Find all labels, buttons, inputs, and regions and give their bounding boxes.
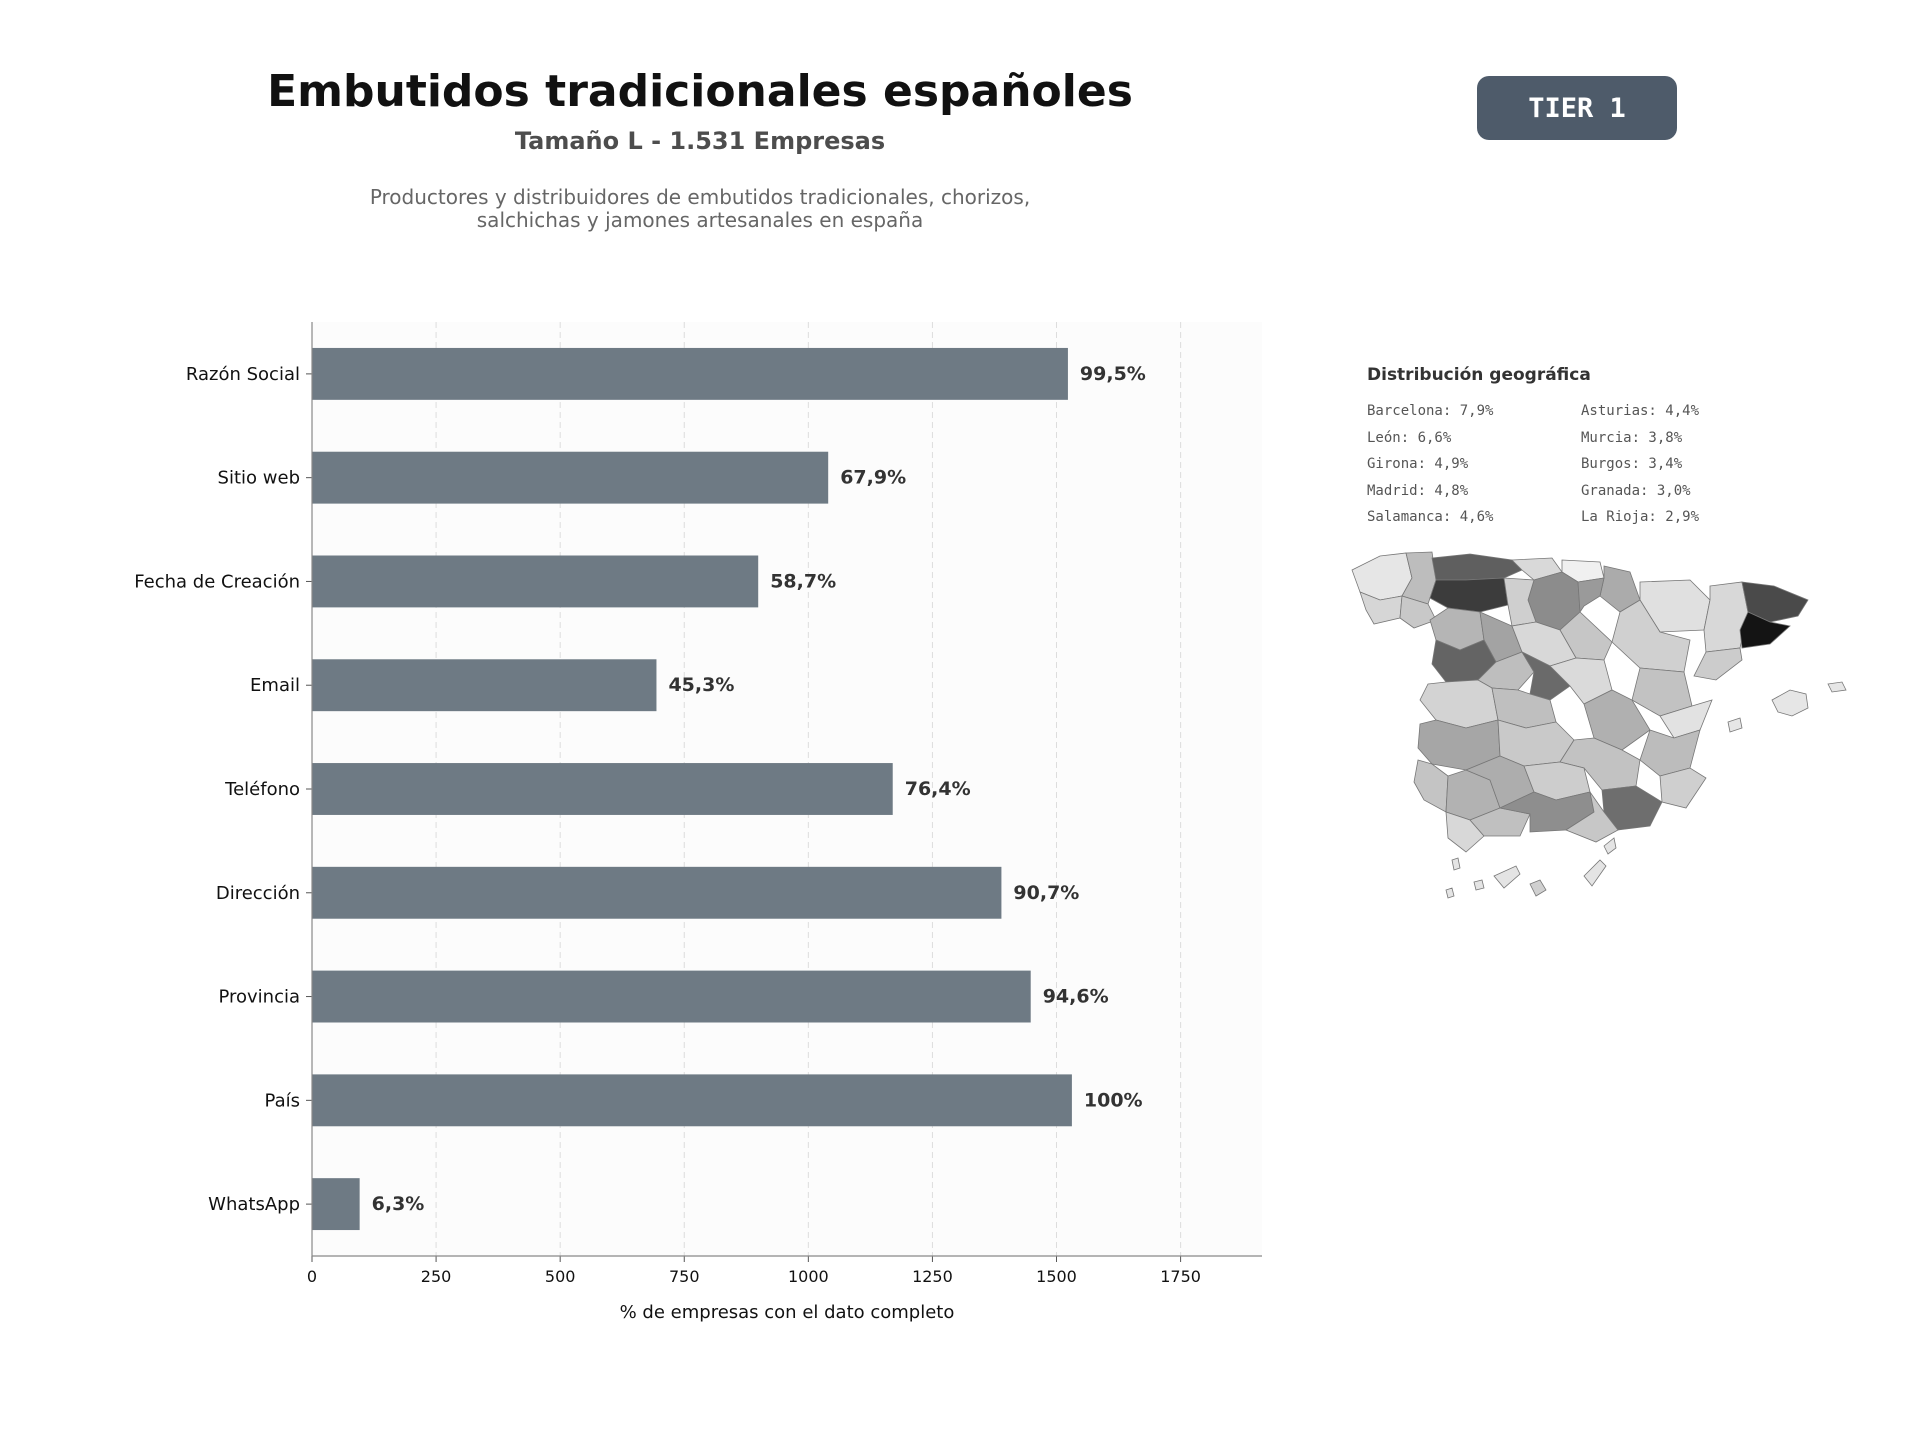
map-region-tarragona — [1693, 647, 1743, 681]
spain-map — [1351, 551, 1847, 899]
map-region-ourense — [1399, 595, 1437, 629]
geo-item-right-3: Granada: 3,0% — [1581, 483, 1691, 499]
description-line-1: Productores y distribuidores de embutido… — [370, 185, 1030, 209]
bar-0 — [312, 347, 1068, 400]
bar-7 — [312, 1074, 1072, 1127]
y-tick-label: Sitio web — [218, 468, 300, 489]
x-tick-labels: 0 250 500 750 1000 1250 1500 1750 — [307, 1256, 1201, 1286]
value-label: 100% — [1084, 1089, 1143, 1111]
value-label: 90,7% — [1013, 882, 1079, 904]
y-tick-label: Fecha de Creación — [134, 571, 300, 592]
x-tick-label: 1250 — [912, 1267, 953, 1286]
value-label: 45,3% — [668, 674, 734, 696]
x-axis-title: % de empresas con el dato completo — [620, 1302, 955, 1323]
geo-item-right-4: La Rioja: 2,9% — [1581, 509, 1700, 525]
bar-chart: Razón Social Sitio web Fecha de Creación Em… — [134, 322, 1262, 1323]
value-label: 76,4% — [905, 778, 971, 800]
tier-badge-label: TIER 1 — [1528, 93, 1626, 124]
value-label: 6,3% — [372, 1193, 425, 1215]
map-region-canary-1 — [1451, 857, 1461, 871]
x-tick-label: 1750 — [1160, 1267, 1201, 1286]
y-tick-label: Provincia — [218, 987, 300, 1008]
map-region-canary-3 — [1493, 865, 1521, 889]
page-subtitle: Tamaño L - 1.531 Empresas — [515, 127, 885, 155]
bar-3 — [312, 659, 657, 712]
y-tick-label: Razón Social — [186, 364, 300, 385]
x-tick-label: 1500 — [1036, 1267, 1077, 1286]
geo-item-left-1: León: 6,6% — [1367, 430, 1452, 446]
map-region-cadiz — [1445, 811, 1485, 853]
map-region-canary-4 — [1529, 879, 1547, 897]
map-region-malaga — [1469, 807, 1531, 837]
geo-item-left-3: Madrid: 4,8% — [1367, 483, 1469, 499]
y-tick-label: Email — [250, 675, 300, 696]
value-label: 99,5% — [1080, 363, 1146, 385]
map-region-mallorca — [1771, 689, 1809, 717]
y-tick-label: Dirección — [216, 883, 300, 904]
geo-title: Distribución geográfica — [1367, 365, 1591, 385]
map-region-la-rioja — [1577, 577, 1605, 614]
x-tick-label: 250 — [421, 1267, 452, 1286]
map-region-canary-5 — [1583, 859, 1607, 887]
value-label: 58,7% — [770, 570, 836, 592]
y-tick-label: Teléfono — [224, 779, 300, 800]
map-region-menorca — [1827, 681, 1847, 693]
map-region-castellon — [1659, 699, 1713, 739]
tier-badge-background — [1477, 76, 1677, 140]
y-tick-label: País — [265, 1090, 300, 1111]
bar-8 — [312, 1178, 360, 1231]
x-tick-label: 750 — [669, 1267, 700, 1286]
geo-item-left-2: Girona: 4,9% — [1367, 456, 1469, 472]
bar-1 — [312, 451, 829, 504]
geo-item-left-4: Salamanca: 4,6% — [1367, 509, 1494, 525]
map-region-huelva — [1413, 759, 1449, 813]
y-tick-label: WhatsApp — [208, 1194, 300, 1215]
map-region-alicante — [1659, 767, 1707, 809]
map-region-asturias — [1431, 553, 1523, 581]
geo-item-left-0: Barcelona: 7,9% — [1367, 403, 1494, 419]
bars — [312, 347, 1072, 1231]
map-region-canary-7 — [1445, 887, 1455, 899]
map-region-canary-6 — [1603, 837, 1617, 855]
x-tick-label: 500 — [545, 1267, 576, 1286]
bar-4 — [312, 763, 893, 815]
bar-5 — [312, 866, 1002, 919]
bar-6 — [312, 970, 1031, 1023]
map-region-zaragoza — [1611, 599, 1691, 673]
description-line-2: salchichas y jamones artesanales en espa… — [477, 208, 923, 232]
y-tick-labels: Razón Social Sitio web Fecha de Creación Em… — [134, 364, 312, 1215]
map-region-almeria — [1565, 791, 1619, 843]
value-labels: 99,5% 67,9% 58,7% 45,3% 76,4% 90,7% 94,6% 100% 6… — [372, 363, 1146, 1215]
geo-item-right-1: Murcia: 3,8% — [1581, 430, 1683, 446]
map-region-barcelona — [1739, 611, 1791, 649]
page-title: Embutidos tradicionales españoles — [267, 66, 1133, 117]
map-region-canary-2 — [1473, 879, 1485, 891]
x-tick-label: 1000 — [788, 1267, 829, 1286]
geo-item-right-2: Burgos: 3,4% — [1581, 456, 1683, 472]
geo-panel: Distribución geográfica Barcelona: 7,9% … — [1351, 365, 1847, 899]
value-label: 67,9% — [840, 467, 906, 489]
bar-2 — [312, 555, 759, 608]
map-region-leon — [1429, 577, 1509, 613]
geo-item-right-0: Asturias: 4,4% — [1581, 403, 1700, 419]
value-label: 94,6% — [1043, 986, 1109, 1008]
map-region-ibiza — [1727, 717, 1743, 733]
tier-badge: TIER 1 — [1477, 76, 1677, 140]
x-tick-label: 0 — [307, 1267, 317, 1286]
